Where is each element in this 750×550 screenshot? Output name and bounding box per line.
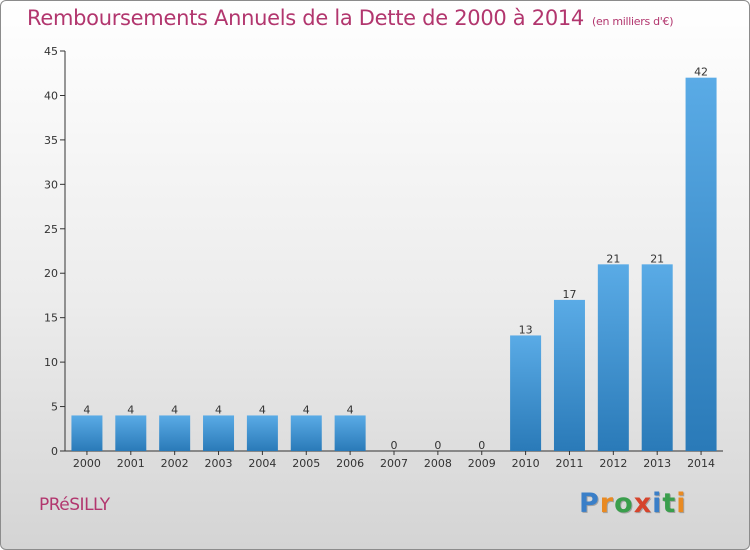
data-label: 17	[562, 288, 576, 301]
x-tick-label: 2001	[117, 457, 145, 470]
data-label: 0	[391, 439, 398, 452]
data-label: 4	[347, 403, 354, 416]
brand-letter: i	[652, 488, 663, 519]
bar	[641, 264, 673, 451]
data-label: 4	[303, 403, 310, 416]
y-tick-label: 40	[44, 89, 58, 102]
brand-letter: o	[614, 488, 634, 519]
data-label: 4	[127, 403, 134, 416]
y-tick-label: 35	[44, 134, 58, 147]
x-tick-label: 2008	[424, 457, 452, 470]
x-tick-label: 2012	[599, 457, 627, 470]
x-tick-label: 2004	[248, 457, 276, 470]
data-label: 4	[215, 403, 222, 416]
x-tick-label: 2000	[73, 457, 101, 470]
chart-subtitle: (en milliers d'€)	[592, 15, 674, 28]
x-tick-label: 2002	[161, 457, 189, 470]
x-tick-label: 2011	[555, 457, 583, 470]
brand-letter: x	[633, 488, 653, 519]
bar	[159, 415, 191, 451]
data-label: 4	[83, 403, 90, 416]
bar	[71, 415, 103, 451]
bars	[71, 77, 717, 452]
labels: 4 4 4 4 4 4 4 0 0 0 13 17 21 21 42	[83, 66, 708, 452]
data-label: 21	[650, 252, 664, 265]
brand-letter: r	[599, 488, 615, 519]
data-label: 4	[171, 403, 178, 416]
x-tick-label: 2005	[292, 457, 320, 470]
y-tick-label: 5	[51, 401, 58, 414]
y-tick-label: 45	[44, 45, 58, 58]
chart-title-text: Remboursements Annuels de la Dette de 20…	[27, 6, 584, 30]
data-label: 4	[259, 403, 266, 416]
x-tick-label: 2007	[380, 457, 408, 470]
bar	[246, 415, 278, 451]
x-tick-label: 2006	[336, 457, 364, 470]
brand-letter: i	[676, 488, 687, 519]
x-tick-label: 2014	[687, 457, 715, 470]
bar	[510, 335, 542, 451]
data-label: 13	[519, 323, 533, 336]
data-label: 0	[478, 439, 485, 452]
bar	[115, 415, 147, 451]
chart-title: Remboursements Annuels de la Dette de 20…	[27, 6, 673, 30]
y-tick-label: 15	[44, 312, 58, 325]
bar	[685, 77, 717, 452]
data-label: 21	[606, 252, 620, 265]
x-tick-label: 2009	[468, 457, 496, 470]
bar	[203, 415, 235, 451]
brand-letter: t	[662, 488, 677, 519]
data-label: 0	[434, 439, 441, 452]
y-tick-label: 25	[44, 223, 58, 236]
y-tick-label: 30	[44, 178, 58, 191]
y-tick-label: 20	[44, 267, 58, 280]
x-tick-label: 2003	[205, 457, 233, 470]
y-tick-label: 0	[51, 445, 58, 458]
brand-logo[interactable]: Proxiti	[579, 488, 687, 519]
x-tick-label: 2010	[512, 457, 540, 470]
bar	[334, 415, 366, 451]
y-tick-label: 10	[44, 356, 58, 369]
data-label: 42	[694, 66, 708, 79]
commune-name: PRéSILLY	[39, 495, 110, 515]
bar	[290, 415, 322, 451]
bar	[597, 264, 629, 451]
bar	[553, 299, 585, 451]
x-tick-label: 2013	[643, 457, 671, 470]
brand-letter: P	[579, 488, 600, 519]
